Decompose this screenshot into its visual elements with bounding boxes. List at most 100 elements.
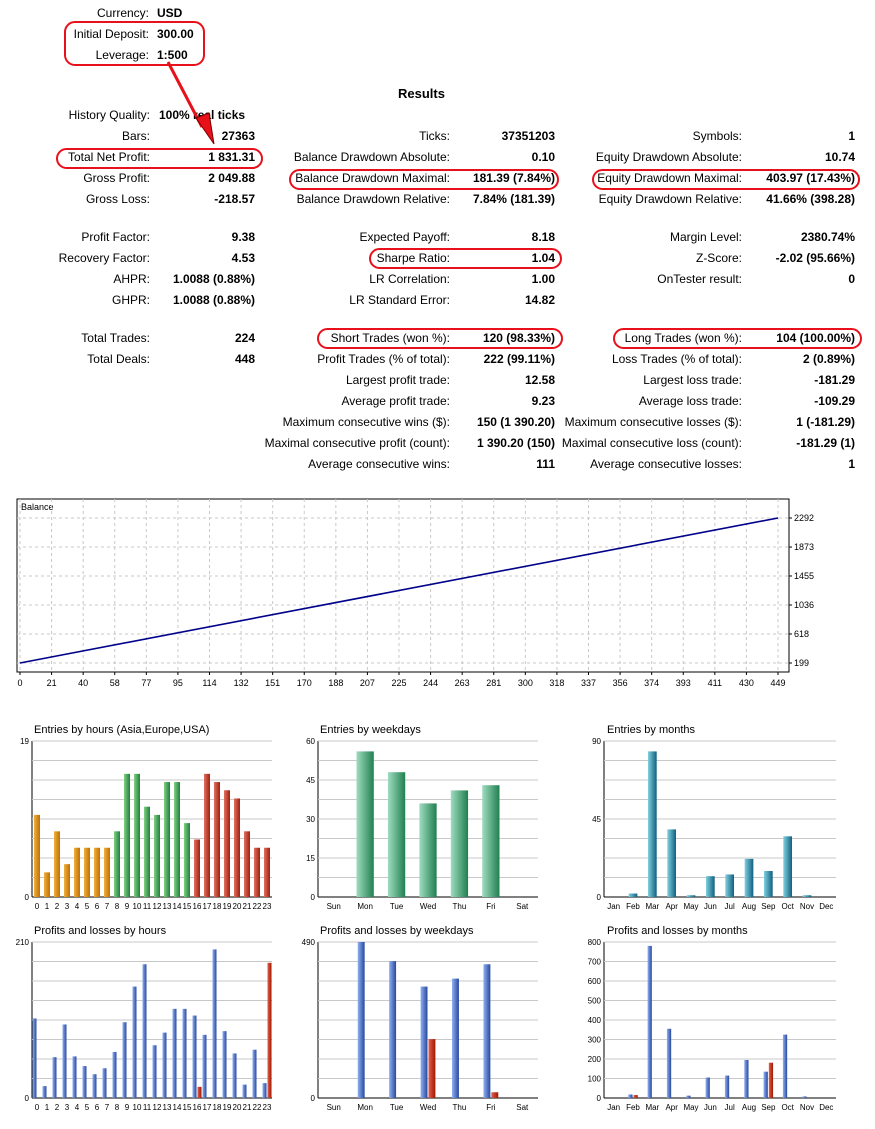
col1-label: AHPR: xyxy=(113,272,150,286)
entry-bar xyxy=(54,831,60,897)
col1-value: 224 xyxy=(234,331,255,345)
highlight-long-trades xyxy=(613,328,862,349)
profit-bar xyxy=(232,1053,237,1098)
loss-bar xyxy=(267,962,272,1098)
col3-value: -2.02 (95.66%) xyxy=(775,251,855,265)
histogram-xtick-label: 16 xyxy=(193,1103,202,1112)
entry-bar xyxy=(647,751,657,897)
entry-bar xyxy=(763,871,773,897)
histogram-xtick-label: 11 xyxy=(143,902,152,911)
histogram-title: Profits and losses by hours xyxy=(34,925,167,937)
histogram-title: Profits and losses by months xyxy=(607,925,748,937)
histogram-xtick-label: 3 xyxy=(65,1103,70,1112)
col3-value: 403.97 (17.43%) xyxy=(766,171,855,185)
histogram-xtick-label: 13 xyxy=(163,902,172,911)
histogram-xtick-label: 16 xyxy=(193,902,202,911)
col3-label: Maximum consecutive losses ($): xyxy=(564,415,742,429)
balance-xtick-label: 114 xyxy=(202,678,216,688)
col1-value: 27363 xyxy=(221,129,255,143)
profit-bar xyxy=(483,964,491,1098)
histogram-ytick-label: 15 xyxy=(306,854,315,863)
histogram-ytick-label: 45 xyxy=(592,815,601,824)
col2-value: 14.82 xyxy=(524,293,555,307)
histogram-ytick-label: 490 xyxy=(302,938,316,947)
currency-label: Currency: xyxy=(96,6,149,20)
col2-label: Ticks: xyxy=(419,129,450,143)
histogram-xtick-label: Dec xyxy=(819,902,833,911)
histogram-xtick-label: 18 xyxy=(213,902,222,911)
col2-label: Average consecutive wins: xyxy=(308,457,450,471)
histogram-xtick-label: Sun xyxy=(327,1103,341,1112)
histogram-xtick-label: Fri xyxy=(486,1103,496,1112)
profit-bar xyxy=(102,1068,107,1098)
profit-bar xyxy=(212,949,217,1098)
histogram-xtick-label: Aug xyxy=(742,1103,756,1112)
histogram-xtick-label: 5 xyxy=(85,902,90,911)
entry-bar xyxy=(264,847,270,897)
col1-value: -218.57 xyxy=(214,192,255,206)
histogram-xtick-label: Wed xyxy=(420,1103,436,1112)
loss-bar xyxy=(491,1092,499,1098)
col3-label: Largest loss trade: xyxy=(643,373,742,387)
histogram-xtick-label: 6 xyxy=(95,1103,100,1112)
balance-xtick-label: 393 xyxy=(676,678,691,688)
balance-xtick-label: 281 xyxy=(486,678,501,688)
col2-label: Maximum consecutive wins ($): xyxy=(282,415,450,429)
balance-xtick-label: 337 xyxy=(581,678,596,688)
histogram-xtick-label: Oct xyxy=(781,902,794,911)
col2-value: 12.58 xyxy=(524,373,555,387)
profit-bar xyxy=(142,964,147,1098)
histogram-xtick-label: 19 xyxy=(223,1103,232,1112)
col2-value: 222 (99.11%) xyxy=(483,352,555,366)
col3-label: Equity Drawdown Absolute: xyxy=(595,150,742,164)
histogram-xtick-label: Tue xyxy=(390,902,404,911)
col2-label: Balance Drawdown Relative: xyxy=(296,192,450,206)
col2-label: Balance Drawdown Absolute: xyxy=(293,150,450,164)
histogram-xtick-label: 10 xyxy=(133,1103,142,1112)
histogram-xtick-label: Jun xyxy=(704,1103,717,1112)
profit-bar xyxy=(132,986,137,1098)
col3-label: Average loss trade: xyxy=(638,394,742,408)
col3-label: Equity Drawdown Maximal: xyxy=(597,171,742,185)
balance-line xyxy=(19,517,779,664)
histogram-title: Profits and losses by weekdays xyxy=(320,925,474,937)
entry-bar xyxy=(802,895,812,897)
histogram-ytick-label: 0 xyxy=(597,1094,602,1103)
col2-label: Sharpe Ratio: xyxy=(376,251,450,265)
entry-bar xyxy=(214,782,220,897)
highlight-deposit xyxy=(64,21,205,66)
deposit-label: Initial Deposit: xyxy=(73,27,149,41)
entry-bar xyxy=(194,839,200,897)
histogram-xtick-label: 21 xyxy=(243,1103,252,1112)
histogram-xtick-label: 9 xyxy=(125,1103,130,1112)
histogram-xtick-label: Nov xyxy=(800,902,814,911)
deposit-value: 300.00 xyxy=(157,27,194,41)
histogram-ytick-label: 500 xyxy=(588,997,602,1006)
histogram-xtick-label: 15 xyxy=(183,902,192,911)
col3-value: 104 (100.00%) xyxy=(776,331,855,345)
col1-value: 9.38 xyxy=(231,230,255,244)
col2-value: 1 390.20 (150) xyxy=(476,436,555,450)
entry-bar xyxy=(104,847,110,897)
histogram-xtick-label: Jan xyxy=(607,902,620,911)
highlight-short-trades xyxy=(317,328,563,349)
col3-label: OnTester result: xyxy=(657,272,742,286)
histogram-xtick-label: Jul xyxy=(725,1103,735,1112)
balance-ytick-label: 618 xyxy=(794,629,809,639)
histogram-xtick-label: 4 xyxy=(75,1103,80,1112)
histogram-xtick-label: 7 xyxy=(105,1103,110,1112)
col1-value: 100% real ticks xyxy=(159,108,246,122)
entry-bar xyxy=(64,864,70,897)
histogram-xtick-label: 8 xyxy=(115,1103,120,1112)
histogram-xtick-label: 12 xyxy=(153,1103,162,1112)
histogram-xtick-label: Tue xyxy=(390,1103,404,1112)
col1-label: Gross Loss: xyxy=(85,192,150,206)
col1-label: Total Deals: xyxy=(87,352,150,366)
balance-xtick-label: 95 xyxy=(173,678,183,688)
balance-ytick-label: 1455 xyxy=(794,571,814,581)
entry-bar xyxy=(94,847,100,897)
histogram-xtick-label: 10 xyxy=(133,902,142,911)
histogram-xtick-label: Jul xyxy=(725,902,735,911)
histogram-xtick-label: May xyxy=(683,902,698,911)
histogram-xtick-label: 20 xyxy=(233,1103,242,1112)
